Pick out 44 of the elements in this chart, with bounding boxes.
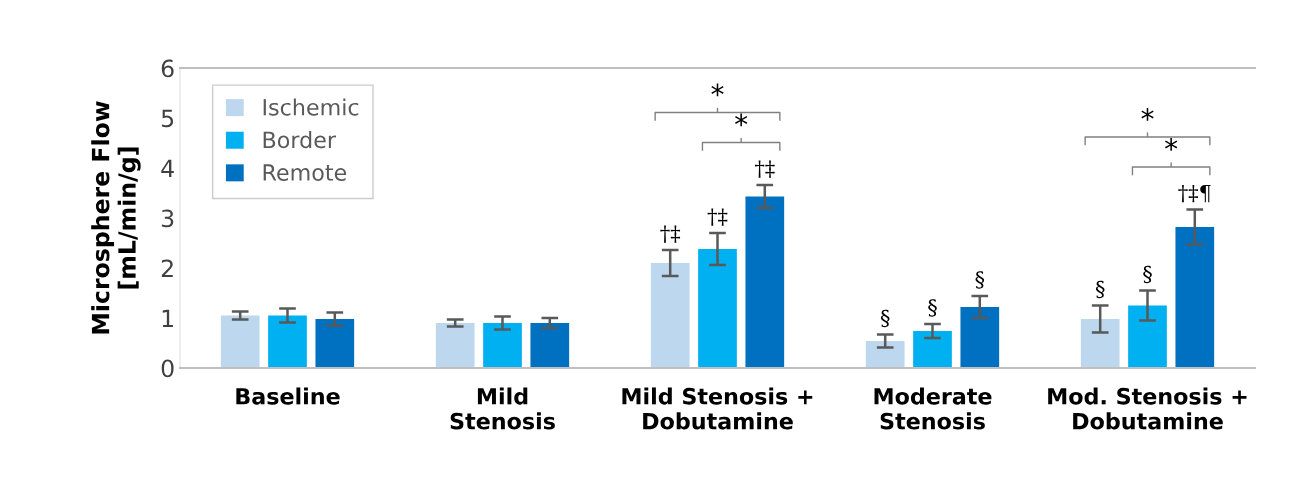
bar — [865, 341, 905, 368]
y-tick-label: 4 — [161, 159, 174, 177]
data-label: § — [1095, 280, 1105, 299]
bar — [268, 315, 307, 368]
bar — [913, 331, 952, 368]
bar — [315, 319, 355, 368]
x-tick-label: Baseline — [236, 387, 340, 405]
bar — [1080, 319, 1120, 368]
annotation: * — [1165, 138, 1178, 151]
y-tick-label: 2 — [161, 259, 173, 277]
y-axis-title: Microsphere Flow [mL/min/g] — [91, 101, 141, 334]
data-label: †‡ — [707, 208, 728, 226]
bar — [483, 323, 522, 368]
y-tick-label: 6 — [161, 59, 174, 78]
y-tick-label: 3 — [161, 209, 174, 228]
legend-label: Ischemic — [263, 98, 359, 116]
data-label: †‡ — [754, 160, 775, 178]
legend-label: Remote — [263, 164, 347, 181]
bar — [745, 196, 785, 368]
bar — [1128, 305, 1167, 368]
legend-label: Border — [263, 131, 336, 149]
bar — [650, 263, 690, 368]
bar — [220, 315, 260, 368]
y-tick-label: 1 — [162, 309, 173, 327]
data-label: †‡ — [660, 225, 681, 243]
y-tick-label: 0 — [161, 359, 174, 378]
x-tick-label: Mod. Stenosis + Dobutamine — [1048, 387, 1247, 430]
data-label: § — [880, 309, 890, 328]
data-label: § — [928, 299, 937, 317]
y-tick-label: 5 — [161, 109, 174, 128]
x-tick-label: Mild Stenosis — [450, 387, 555, 430]
data-label: § — [1143, 265, 1152, 284]
bar — [435, 323, 475, 368]
annotation: * — [711, 83, 724, 97]
bar — [530, 323, 570, 368]
bar — [1175, 227, 1215, 368]
x-tick-label: Moderate Stenosis — [874, 387, 992, 430]
data-label: § — [975, 271, 985, 289]
annotation: * — [1141, 108, 1154, 121]
annotation: * — [735, 113, 748, 127]
data-label: †‡¶ — [1178, 184, 1211, 203]
x-tick-label: Mild Stenosis + Dobutamine — [622, 387, 813, 430]
bar — [698, 249, 737, 368]
bar — [960, 307, 1000, 368]
